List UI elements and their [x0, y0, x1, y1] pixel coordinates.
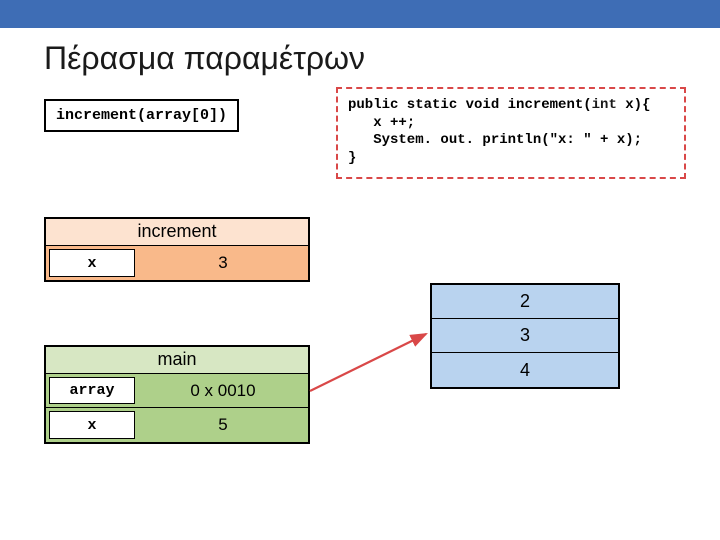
code-line3: System. out. println("x: " + x);	[348, 132, 642, 148]
heap-table: 2 3 4	[430, 283, 620, 389]
stack-frame-increment: increment x 3	[44, 217, 310, 282]
frame-increment-body: x 3	[46, 246, 308, 280]
frame-main-row-1: x 5	[46, 408, 308, 442]
frame-increment-val: 3	[138, 246, 308, 280]
frame-increment-var: x	[49, 249, 135, 277]
frame-main-header: main	[46, 347, 308, 374]
frame-main-var-0: array	[49, 377, 135, 404]
top-bar	[0, 0, 720, 28]
frame-main-val-0: 0 x 0010	[138, 374, 308, 407]
frame-main-val-1: 5	[138, 408, 308, 442]
frame-increment-header: increment	[46, 219, 308, 246]
code-line1-type: int	[592, 97, 617, 113]
content-area: increment(array[0]) public static void i…	[0, 87, 720, 107]
heap-row-1: 3	[432, 319, 618, 353]
code-box: public static void increment(int x){ x +…	[336, 87, 686, 179]
code-line4: }	[348, 150, 356, 166]
page-title: Πέρασμα παραμέτρων	[0, 28, 720, 87]
code-line1-pre: public static void	[348, 97, 508, 113]
code-line1-post: x){	[617, 97, 651, 113]
stack-frame-main: main array 0 x 0010 x 5	[44, 345, 310, 444]
frame-main-var-1: x	[49, 411, 135, 439]
heap-row-2: 4	[432, 353, 618, 387]
call-expression-text: increment(array[0])	[56, 107, 227, 124]
code-line2: x ++;	[348, 115, 415, 131]
call-expression-box: increment(array[0])	[44, 99, 239, 132]
frame-increment-row: x 3	[46, 246, 308, 280]
frame-main-body: array 0 x 0010 x 5	[46, 374, 308, 442]
frame-main-row-0: array 0 x 0010	[46, 374, 308, 408]
heap-row-0: 2	[432, 285, 618, 319]
code-line1-mid: increment(	[508, 97, 592, 113]
